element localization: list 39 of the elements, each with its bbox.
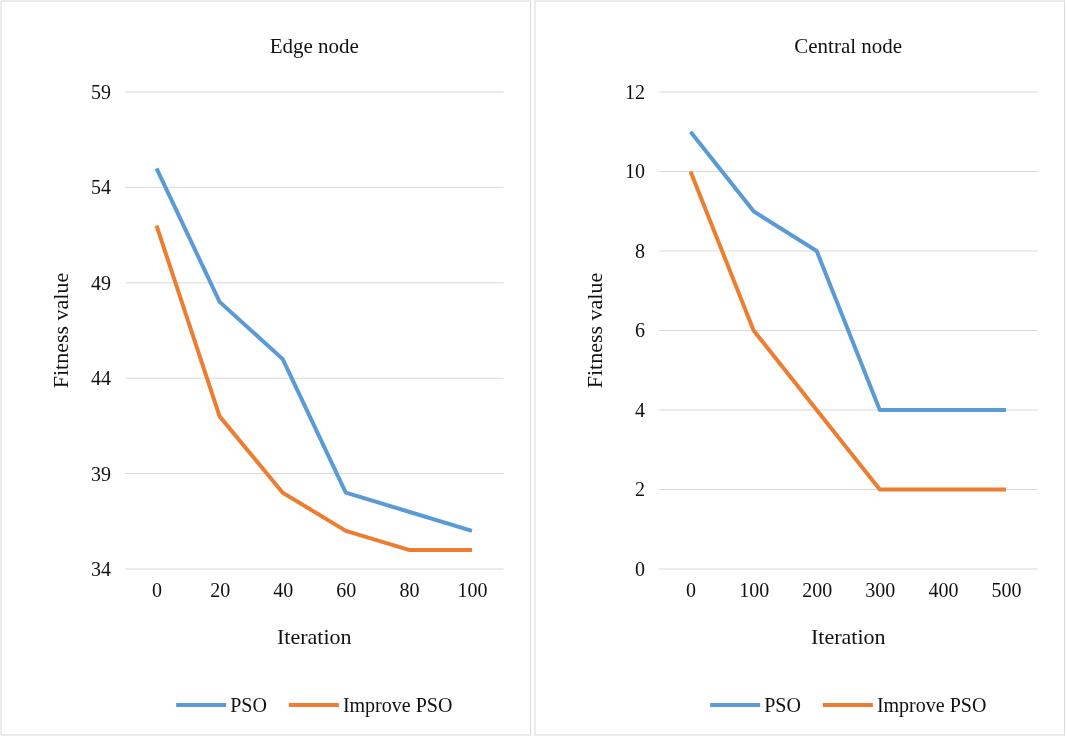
line-series <box>154 223 474 552</box>
x-tick-label: 200 <box>801 579 832 602</box>
x-tick-label: 20 <box>210 579 231 602</box>
x-axis-title: Iteration <box>276 624 352 649</box>
legend-label: PSO <box>230 694 267 716</box>
x-tick-label: 100 <box>457 579 488 602</box>
line-series <box>688 129 1008 412</box>
y-tick-label: 39 <box>91 462 111 485</box>
y-tick-label: 44 <box>91 367 111 390</box>
x-tick-label: 500 <box>990 579 1021 602</box>
chart-title: Central node <box>793 34 902 58</box>
y-tick-label: 54 <box>91 176 111 199</box>
y-tick-label: 12 <box>624 80 645 103</box>
line-series <box>154 166 474 533</box>
y-tick-label: 4 <box>634 398 645 421</box>
x-tick-label: 100 <box>738 579 769 602</box>
y-tick-label: 10 <box>624 160 645 183</box>
line-series <box>688 169 1008 492</box>
x-tick-label: 300 <box>864 579 895 602</box>
x-tick-label: 0 <box>152 579 163 602</box>
y-tick-label: 6 <box>634 319 645 342</box>
x-tick-label: 0 <box>685 579 696 602</box>
legend-label: PSO <box>763 694 801 716</box>
y-tick-label: 34 <box>91 557 111 580</box>
y-tick-label: 2 <box>634 478 645 501</box>
y-axis-title: Fitness value <box>581 272 607 389</box>
x-axis-title: Iteration <box>810 624 886 649</box>
y-tick-label: 0 <box>634 557 645 580</box>
y-tick-label: 59 <box>91 80 111 103</box>
x-tick-label: 80 <box>399 579 420 602</box>
y-tick-label: 8 <box>634 239 645 262</box>
legend-label: Improve PSO <box>342 694 453 717</box>
x-tick-label: 40 <box>273 579 294 602</box>
y-axis-title: Fitness value <box>48 272 73 389</box>
x-tick-label: 400 <box>927 579 958 602</box>
x-tick-label: 60 <box>336 579 357 602</box>
legend-label: Improve PSO <box>876 694 986 717</box>
chart-title: Edge node <box>269 34 359 58</box>
y-tick-label: 49 <box>91 271 111 294</box>
